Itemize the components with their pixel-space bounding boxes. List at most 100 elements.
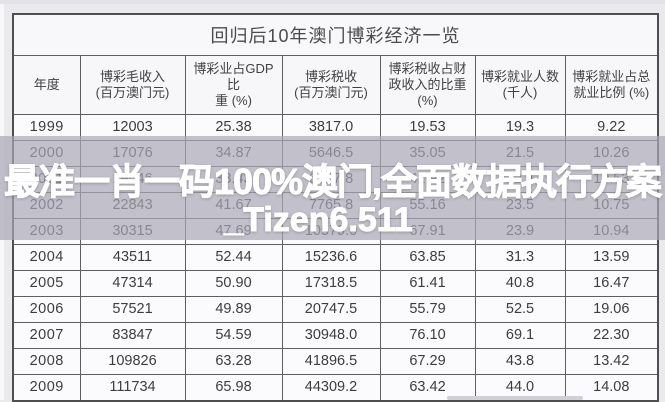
- value-cell: 17076: [79, 140, 186, 167]
- year-cell: 2002: [12, 192, 81, 219]
- value-cell: 22843: [79, 192, 186, 219]
- left-margin-sliver: [0, 0, 4, 400]
- value-cell: 17318.5: [281, 270, 381, 297]
- table-row: 2007 83847 54.59 30948.0 76.10 69.1 22.30: [12, 322, 659, 349]
- table-row: 2008 109826 63.28 41896.5 67.29 43.8 13.42: [12, 348, 659, 375]
- value-cell: 31.3: [474, 244, 566, 271]
- table-row: 2003 30315 47.69 10579.0 67.91 23.9 10.94: [12, 218, 659, 245]
- value-cell: 13.59: [564, 244, 659, 271]
- value-cell: 10.53: [564, 166, 659, 193]
- value-cell: 47314: [79, 270, 186, 297]
- value-cell: 52.5: [474, 296, 566, 323]
- year-cell: 2001: [12, 166, 81, 193]
- value-cell: 40.8: [474, 270, 566, 297]
- value-cell: 10.75: [564, 192, 659, 219]
- value-cell: 67.29: [379, 348, 476, 375]
- value-cell: 19.53: [379, 114, 476, 141]
- value-cell: 19.3: [474, 114, 566, 141]
- year-cell: 2000: [12, 140, 81, 167]
- value-cell: 6287.8: [281, 166, 381, 193]
- value-cell: 55.16: [379, 192, 476, 219]
- bottom-gray-bar: [447, 396, 583, 400]
- title-row: 回归后10年澳门博彩经济一览: [12, 13, 659, 56]
- value-cell: 5646.5: [281, 140, 381, 167]
- header-row: 年度 博彩毛收入 (百万澳门元) 博彩业占GDP比 重 (%) 博彩税收 (百万澳门元…: [12, 55, 659, 115]
- value-cell: 38.43: [184, 166, 283, 193]
- value-cell: 43511: [79, 244, 186, 271]
- value-cell: 23.5: [474, 192, 566, 219]
- value-cell: 63.28: [184, 348, 283, 375]
- value-cell: 76.10: [379, 322, 476, 349]
- top-strip: [0, 0, 665, 4]
- value-cell: 65.98: [184, 374, 283, 402]
- value-cell: 25.38: [184, 114, 283, 141]
- value-cell: 35.05: [379, 140, 476, 167]
- year-cell: 2003: [12, 218, 81, 245]
- value-cell: 23.9: [474, 218, 566, 245]
- value-cell: 67.91: [379, 218, 476, 245]
- table-row: 2000 17076 34.87 5646.5 35.05 21.5 10.26: [12, 140, 659, 167]
- value-cell: 22.30: [564, 322, 659, 349]
- value-cell: 83847: [79, 322, 186, 349]
- value-cell: 30948.0: [281, 322, 381, 349]
- value-cell: 30315: [79, 218, 186, 245]
- value-cell: 21.5: [474, 140, 566, 167]
- column-header: 博彩业占GDP比 重 (%): [184, 55, 283, 115]
- table-row: 2002 22843 41.67 7765.8 55.16 23.5 10.75: [12, 192, 659, 219]
- table-row: 2005 47314 50.90 17318.5 61.41 40.8 16.47: [12, 270, 659, 297]
- table-row: 2001 19546 38.43 6287.8 42.92 22.4 10.53: [12, 166, 659, 193]
- value-cell: 3817.0: [281, 114, 381, 141]
- value-cell: 16.47: [564, 270, 659, 297]
- column-header: 博彩税收占财 政收入的比重 (%): [379, 55, 476, 115]
- column-header: 博彩税收 (百万澳门元): [281, 55, 381, 115]
- value-cell: 54.59: [184, 322, 283, 349]
- table-title: 回归后10年澳门博彩经济一览: [12, 13, 659, 56]
- column-header: 博彩就业人数 (千人): [474, 55, 566, 115]
- value-cell: 44309.2: [281, 374, 381, 402]
- value-cell: 7765.8: [281, 192, 381, 219]
- year-cell: 2005: [12, 270, 81, 297]
- value-cell: 9.22: [564, 114, 659, 141]
- value-cell: 15236.6: [281, 244, 381, 271]
- value-cell: 50.90: [184, 270, 283, 297]
- year-cell: 2006: [12, 296, 81, 323]
- value-cell: 22.4: [474, 166, 566, 193]
- year-cell: 2007: [12, 322, 81, 349]
- value-cell: 10.94: [564, 218, 659, 245]
- value-cell: 10579.0: [281, 218, 381, 245]
- value-cell: 63.85: [379, 244, 476, 271]
- value-cell: 19546: [79, 166, 186, 193]
- value-cell: 41896.5: [281, 348, 381, 375]
- value-cell: 20747.5: [281, 296, 381, 323]
- value-cell: 12003: [79, 114, 186, 141]
- value-cell: 57521: [79, 296, 186, 323]
- value-cell: 109826: [79, 348, 186, 375]
- table-row: 2006 57521 49.89 20747.5 55.79 52.5 19.06: [12, 296, 659, 323]
- value-cell: 13.42: [564, 348, 659, 375]
- value-cell: 111734: [79, 374, 186, 402]
- year-cell: 2008: [12, 348, 81, 375]
- table-row: 2004 43511 52.44 15236.6 63.85 31.3 13.59: [12, 244, 659, 271]
- year-cell: 2004: [12, 244, 81, 271]
- value-cell: 55.79: [379, 296, 476, 323]
- value-cell: 34.87: [184, 140, 283, 167]
- value-cell: 49.89: [184, 296, 283, 323]
- table-body: 1999 12003 25.38 3817.0 19.53 19.3 9.22 2000 170…: [12, 114, 659, 402]
- year-cell: 1999: [12, 114, 81, 141]
- column-header: 博彩毛收入 (百万澳门元): [79, 55, 186, 115]
- year-cell: 2009: [12, 374, 81, 402]
- column-header: 博彩就业占总 就业比例 (%): [564, 55, 659, 115]
- value-cell: 10.26: [564, 140, 659, 167]
- value-cell: 43.8: [474, 348, 566, 375]
- value-cell: 52.44: [184, 244, 283, 271]
- macau-gaming-economy-table: 回归后10年澳门博彩经济一览 年度 博彩毛收入 (百万澳门元) 博彩业占GDP比 重…: [12, 13, 660, 402]
- table-row: 1999 12003 25.38 3817.0 19.53 19.3 9.22: [12, 114, 659, 141]
- value-cell: 61.41: [379, 270, 476, 297]
- value-cell: 41.67: [184, 192, 283, 219]
- value-cell: 47.69: [184, 218, 283, 245]
- value-cell: 42.92: [379, 166, 476, 193]
- value-cell: 69.1: [474, 322, 566, 349]
- column-header: 年度: [12, 55, 81, 115]
